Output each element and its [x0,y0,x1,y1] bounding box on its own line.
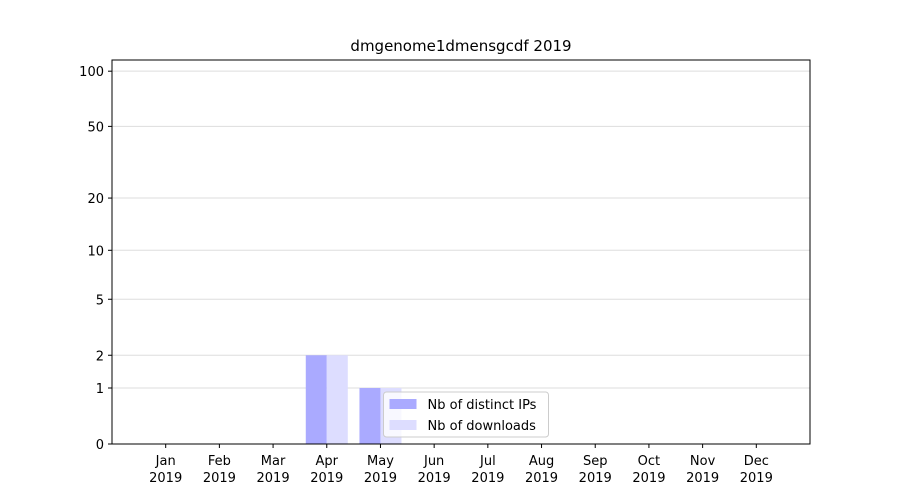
x-tick-label: Apr 2019 [310,454,343,486]
y-tick-label: 50 [87,120,104,135]
x-tick-label: Oct 2019 [632,454,665,486]
legend-box [383,391,549,438]
x-tick-label: Nov 2019 [686,454,719,486]
x-tick-label: Jun 2019 [418,454,451,486]
x-tick-label: Dec 2019 [740,454,773,486]
y-tick-label: 100 [79,65,104,80]
y-tick-label: 5 [96,293,104,308]
x-tick-label: Feb 2019 [203,454,236,486]
y-tick-label: 2 [96,349,104,364]
bar [359,388,381,444]
y-tick-label: 20 [87,192,104,207]
bar [326,355,348,444]
x-tick-label: Mar 2019 [257,454,290,486]
plot-frame [111,59,811,445]
legend-swatch [389,420,417,430]
y-tick-label: 0 [96,438,104,453]
y-tick-label: 1 [96,382,104,397]
legend-label: Nb of distinct IPs [428,398,537,413]
x-tick-label: May 2019 [364,454,397,486]
x-tick-label: Jul 2019 [471,454,504,486]
bar [305,355,327,444]
chart-title: dmgenome1dmensgcdf 2019 [350,37,571,55]
legend: Nb of distinct IPs Nb of downloads [383,391,549,438]
x-tick-label: Aug 2019 [525,454,558,486]
y-tick-label: 10 [87,244,104,259]
legend-swatch [389,399,417,409]
x-tick-label: Jan 2019 [149,454,182,486]
x-tick-label: Sep 2019 [579,454,612,486]
legend-label: Nb of downloads [428,419,537,434]
